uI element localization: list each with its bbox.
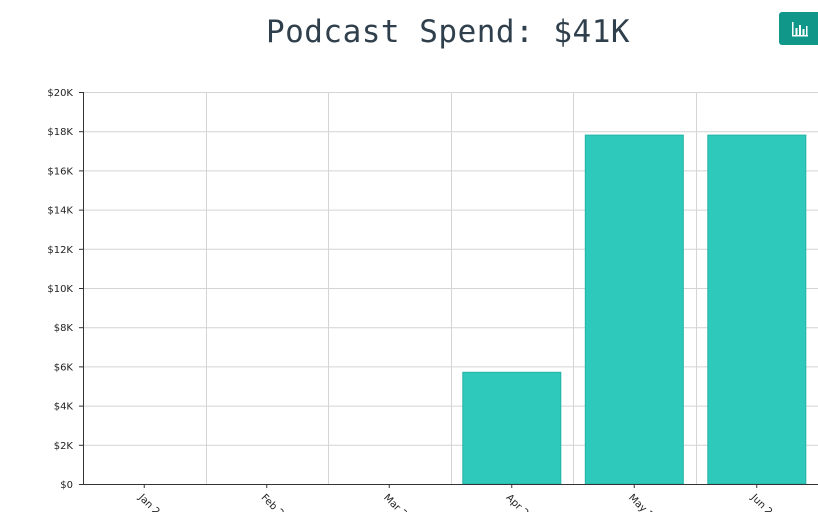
y-tick-label: $6K (54, 362, 74, 373)
y-axis-labels: $0 $2K $4K $6K $8K $10K $12K $14K $16K $18K $20K (47, 88, 73, 491)
bar-5[interactable] (584, 134, 684, 485)
bar-6[interactable] (707, 134, 807, 485)
grid-lines (83, 92, 818, 485)
bar-chart-icon (792, 21, 808, 36)
y-tick-label: $16K (47, 166, 73, 177)
x-tick-label: Feb 2… (259, 492, 293, 512)
axes (79, 92, 818, 488)
x-axis-labels: Jan 2… Feb 2… Mar 2… Apr 2… May 2… Jun 2… (135, 492, 781, 512)
y-tick-label: $12K (47, 245, 73, 256)
chart-type-button[interactable] (779, 12, 818, 45)
y-tick-label: $10K (47, 284, 73, 295)
x-tick-label: Mar 2… (381, 492, 416, 512)
y-tick-label: $0 (60, 480, 73, 491)
y-tick-label: $14K (47, 206, 73, 217)
chart-title: Podcast Spend: $41K (265, 14, 631, 50)
bar-series (462, 134, 807, 485)
x-tick-label: Jun 2… (748, 492, 781, 512)
y-tick-label: $20K (47, 88, 73, 99)
x-tick-label: Apr 2… (504, 492, 538, 512)
x-tick-label: Jan 2… (135, 492, 168, 512)
bar-4[interactable] (462, 371, 562, 485)
y-tick-label: $18K (47, 127, 73, 138)
y-tick-label: $2K (54, 441, 74, 452)
x-tick-label: May 2… (626, 492, 662, 512)
y-tick-label: $4K (54, 402, 74, 413)
y-tick-label: $8K (54, 323, 74, 334)
